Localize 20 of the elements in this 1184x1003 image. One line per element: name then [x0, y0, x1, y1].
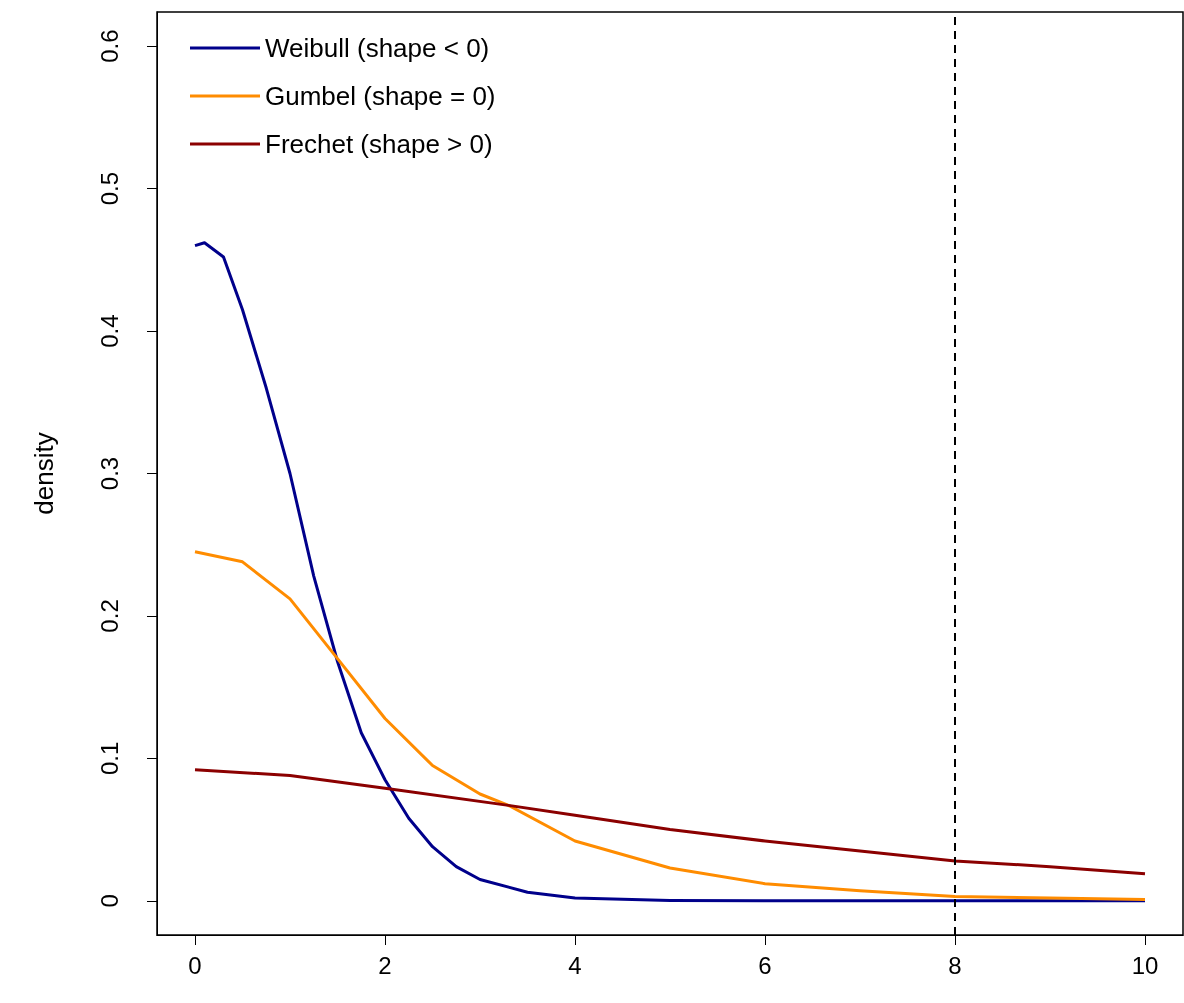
- y-tick-label: 0.2: [95, 599, 123, 633]
- y-tick-label: 0.3: [95, 456, 123, 491]
- x-tick-label: 4: [568, 951, 582, 979]
- x-tick-label: 8: [948, 951, 962, 979]
- y-tick-label: 0.6: [95, 29, 123, 63]
- x-tick-label: 2: [378, 951, 392, 979]
- x-tick-label: 6: [758, 951, 772, 979]
- x-tick-label: 10: [1131, 951, 1159, 979]
- y-axis-title: density: [29, 432, 59, 515]
- y-tick-label: 0.4: [95, 314, 123, 348]
- x-tick-label: 0: [188, 951, 202, 979]
- line-series: [193, 241, 1147, 903]
- y-tick-label: 0.1: [95, 741, 123, 776]
- legend-label: Frechet (shape > 0): [265, 129, 493, 159]
- y-tick-label: 0.5: [95, 171, 123, 206]
- legend-label: Gumbel (shape = 0): [265, 81, 496, 111]
- legend-label: Weibull (shape < 0): [265, 33, 490, 63]
- y-tick-label: 0: [95, 894, 123, 908]
- line-series: [193, 550, 1147, 901]
- line-series: [193, 768, 1147, 876]
